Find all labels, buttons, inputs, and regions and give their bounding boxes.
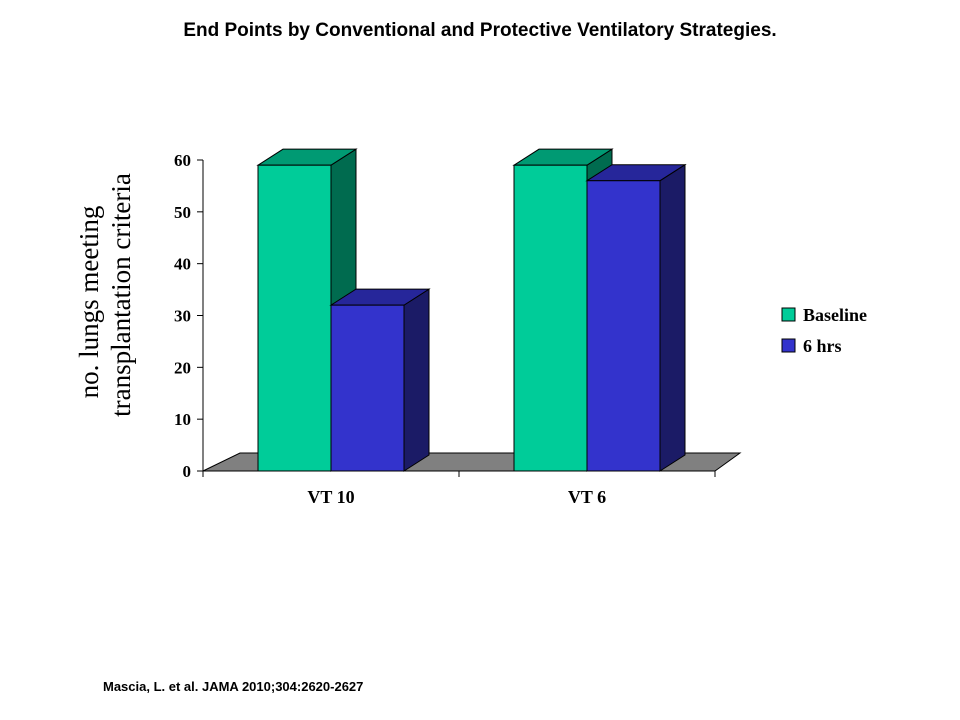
bar [585, 163, 687, 472]
citation: Mascia, L. et al. JAMA 2010;304:2620-262… [103, 679, 364, 694]
legend-swatch [781, 307, 796, 322]
x-category-label: VT 10 [307, 487, 354, 507]
y-tick-label: 20 [174, 358, 191, 377]
legend: Baseline 6 hrs [781, 305, 867, 356]
y-axis-label: no. lungs meeting transplantation criter… [74, 173, 136, 417]
y-tick-label: 40 [174, 255, 191, 274]
y-tick-label: 10 [174, 410, 191, 429]
y-tick-label: 30 [174, 307, 191, 326]
legend-label: Baseline [803, 305, 867, 325]
bar-front [257, 164, 332, 472]
legend-swatch [781, 338, 796, 353]
y-axis-label-line-1: no. lungs meeting [74, 206, 104, 399]
bar [329, 288, 431, 472]
chart-title: End Points by Conventional and Protectiv… [183, 20, 777, 41]
y-tick-label: 50 [174, 203, 191, 222]
y-tick-label: 0 [183, 462, 192, 481]
y-axis-label-line-2: transplantation criteria [106, 173, 136, 417]
bar-side [659, 163, 686, 472]
y-tick-label: 60 [174, 151, 191, 170]
bar-front [513, 164, 588, 472]
bar-front [586, 180, 661, 472]
bar-side [403, 288, 430, 472]
legend-label: 6 hrs [803, 336, 842, 356]
x-category-label: VT 6 [568, 487, 606, 507]
bar-front [330, 304, 405, 472]
